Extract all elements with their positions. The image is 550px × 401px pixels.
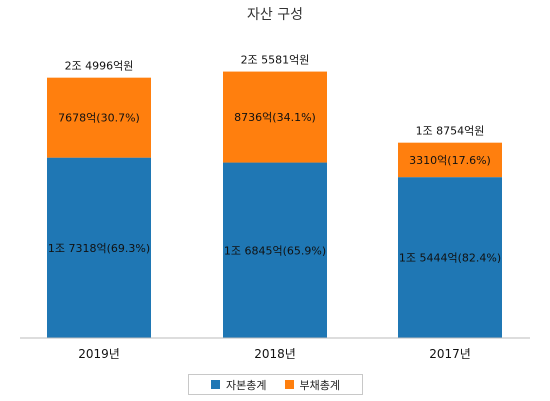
bar-equity-2017 <box>398 177 502 338</box>
legend-label-equity: 자본총계 <box>226 378 267 392</box>
legend-swatch-equity <box>211 380 221 389</box>
label-equity-2017: 1조 5444억(82.4%) <box>399 252 501 265</box>
x-tick-2017: 2017년 <box>429 347 471 361</box>
bar-equity-2018 <box>223 162 327 338</box>
legend-item-liabilities[interactable]: 부채총계 <box>284 377 340 393</box>
x-tick-2018: 2018년 <box>254 347 296 361</box>
label-equity-2019: 1조 7318억(69.3%) <box>48 242 150 255</box>
legend-label-liabilities: 부채총계 <box>299 378 340 392</box>
label-liabilities-2018: 8736억(34.1%) <box>234 111 316 124</box>
label-liabilities-2019: 7678억(30.7%) <box>58 112 140 125</box>
bars-group: 1조 7318억(69.3%) 7678억(30.7%) 2조 4996억원 2019… <box>47 54 502 361</box>
x-tick-2019: 2019년 <box>78 347 120 361</box>
label-equity-2018: 1조 6845억(65.9%) <box>224 244 326 257</box>
total-label-2019: 2조 4996억원 <box>65 60 134 73</box>
bar-liabilities-2019 <box>47 77 151 158</box>
legend-swatch-liabilities <box>284 380 294 389</box>
total-label-2018: 2조 5581억원 <box>241 54 310 67</box>
label-liabilities-2017: 3310억(17.6%) <box>409 154 491 167</box>
bar-liabilities-2017 <box>398 142 502 178</box>
bar-equity-2019 <box>47 157 151 338</box>
bar-liabilities-2018 <box>223 71 327 163</box>
total-label-2017: 1조 8754억원 <box>416 125 485 138</box>
legend-item-equity[interactable]: 자본총계 <box>211 377 267 393</box>
chart-title: 자산 구성 <box>247 7 303 23</box>
legend: 자본총계 부채총계 <box>188 374 363 395</box>
